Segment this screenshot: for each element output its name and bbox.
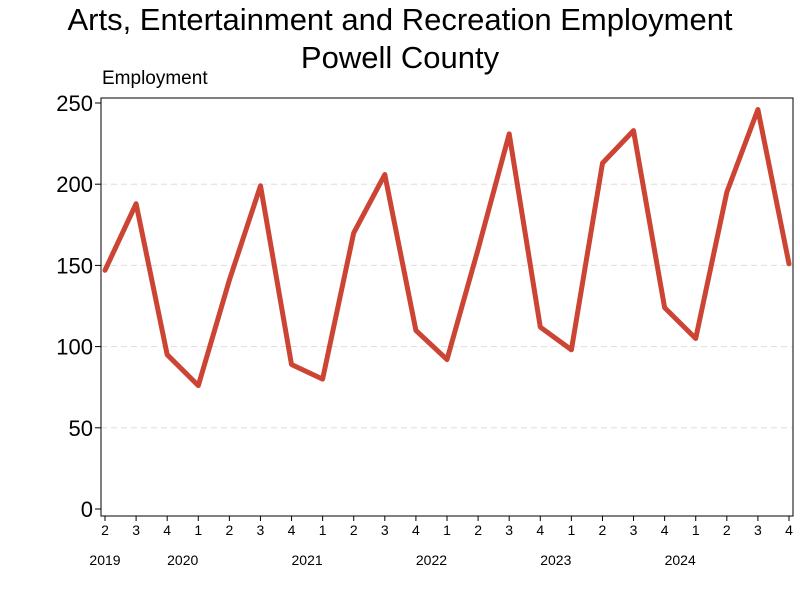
x-tick-label: 4: [536, 522, 544, 538]
y-axis-label: Employment: [102, 68, 208, 89]
x-tick-label: 2: [723, 522, 731, 538]
y-tick-label: 200: [56, 172, 93, 197]
data-point: [352, 231, 355, 235]
x-tick-label: 2: [599, 522, 607, 538]
x-tick-label: 1: [319, 522, 327, 538]
x-tick-label: 1: [692, 522, 700, 538]
x-tick-label: 3: [257, 522, 265, 538]
data-point: [103, 269, 107, 272]
data-point: [259, 184, 262, 188]
data-point: [663, 306, 666, 309]
data-point: [134, 202, 138, 205]
x-tick-label: 1: [443, 522, 451, 538]
x-tick-label: 4: [661, 522, 669, 538]
x-tick-label: 3: [630, 522, 638, 538]
x-tick-label: 2: [225, 522, 233, 538]
x-year-label: 2019: [89, 552, 120, 568]
data-point: [694, 337, 697, 340]
data-point: [539, 325, 542, 329]
x-tick-label: 2: [350, 522, 358, 538]
data-point: [632, 129, 635, 132]
y-tick-label: 100: [56, 335, 93, 360]
chart-title-line-2: Powell County: [300, 40, 500, 75]
x-year-label: 2024: [665, 552, 696, 568]
x-tick-label: 3: [381, 522, 389, 538]
data-point: [414, 329, 418, 332]
x-year-label: 2020: [167, 552, 198, 568]
y-tick-label: 0: [81, 497, 93, 522]
x-tick-label: 2: [101, 522, 109, 538]
x-year-label: 2021: [292, 552, 323, 568]
x-tick-label: 2: [474, 522, 482, 538]
x-tick-label: 1: [567, 522, 575, 538]
data-point: [383, 173, 387, 176]
x-tick-label: 4: [412, 522, 420, 538]
series-line: [102, 107, 792, 389]
x-tick-label: 4: [288, 522, 296, 538]
data-point: [725, 191, 729, 194]
data-point: [476, 247, 480, 251]
y-tick-label: 250: [56, 91, 93, 116]
x-tick-label: 3: [754, 522, 762, 538]
plot-frame: [100, 97, 794, 517]
x-tick-label: 1: [194, 522, 202, 538]
x-year-label: 2022: [416, 552, 447, 568]
y-tick-label: 150: [56, 253, 93, 278]
x-year-label: 2023: [540, 552, 571, 568]
data-point: [601, 161, 604, 165]
x-tick-label: 4: [785, 522, 793, 538]
data-point: [228, 278, 231, 282]
x-tick-label: 3: [505, 522, 513, 538]
data-point: [787, 262, 791, 265]
data-point: [756, 108, 760, 111]
data-point: [445, 358, 449, 361]
data-point: [507, 132, 511, 136]
data-point: [197, 384, 200, 387]
data-point: [321, 377, 324, 381]
chart-title-line-1: Arts, Entertainment and Recreation Emplo…: [67, 2, 733, 37]
x-tick-label: 3: [132, 522, 140, 538]
data-point: [570, 348, 573, 352]
y-tick-label: 50: [69, 416, 93, 441]
data-point: [165, 353, 169, 356]
x-tick-label: 4: [163, 522, 171, 538]
data-point: [290, 363, 293, 366]
